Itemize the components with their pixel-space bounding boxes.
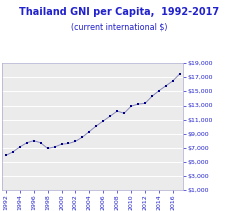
Point bbox=[94, 124, 98, 128]
Point bbox=[80, 135, 84, 139]
Point bbox=[157, 89, 161, 92]
Point bbox=[18, 145, 22, 149]
Point bbox=[25, 141, 29, 145]
Point bbox=[74, 140, 77, 143]
Point bbox=[136, 102, 140, 106]
Point bbox=[60, 142, 63, 146]
Point bbox=[11, 150, 15, 154]
Point bbox=[122, 112, 126, 115]
Point bbox=[67, 142, 70, 145]
Point bbox=[178, 72, 182, 76]
Point bbox=[101, 119, 105, 123]
Text: Thailand GNI per Capita,  1992-2017: Thailand GNI per Capita, 1992-2017 bbox=[19, 7, 219, 17]
Point bbox=[129, 104, 133, 108]
Point bbox=[39, 141, 43, 145]
Point bbox=[171, 79, 175, 83]
Point bbox=[46, 147, 50, 150]
Point bbox=[32, 139, 36, 142]
Text: (current international $): (current international $) bbox=[71, 22, 167, 31]
Point bbox=[108, 114, 112, 118]
Point bbox=[164, 84, 168, 88]
Point bbox=[53, 145, 56, 149]
Point bbox=[87, 130, 91, 133]
Point bbox=[143, 102, 147, 105]
Point bbox=[4, 154, 8, 157]
Point bbox=[115, 110, 119, 113]
Point bbox=[150, 95, 154, 98]
